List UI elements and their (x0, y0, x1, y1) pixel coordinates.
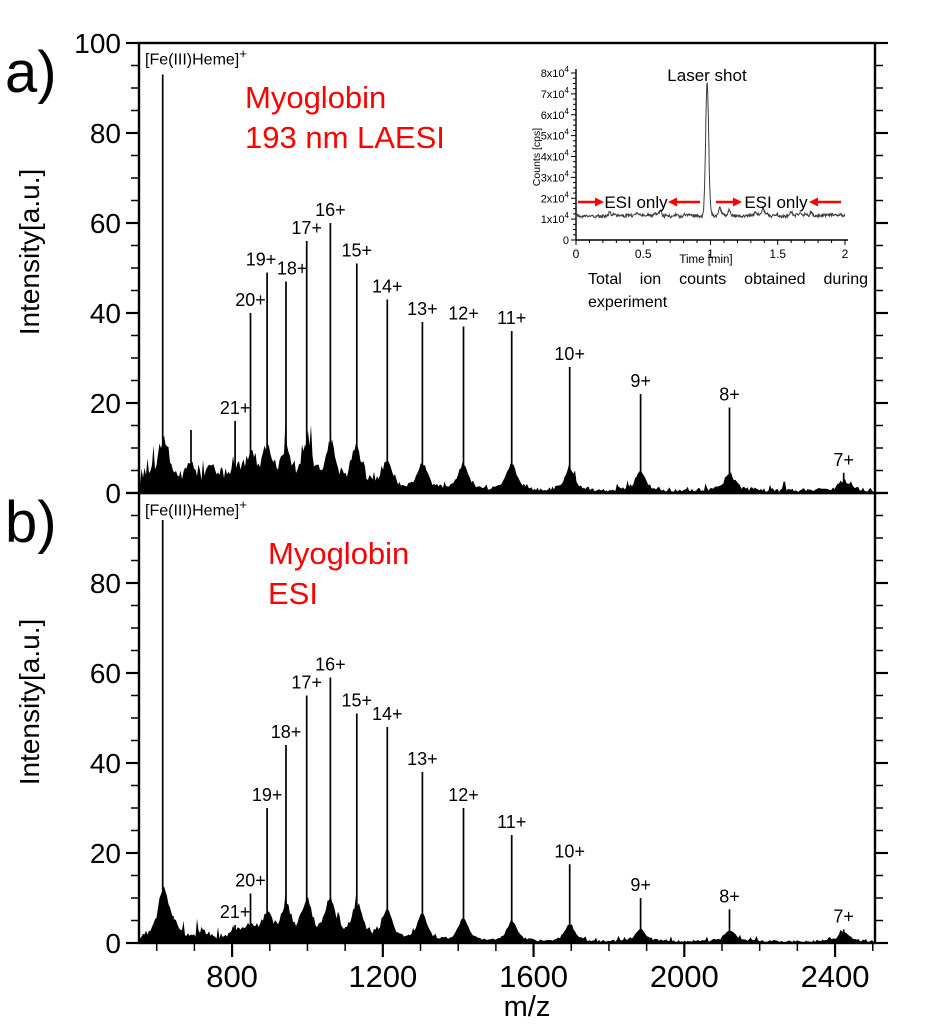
peak-label-11+: 11+ (497, 812, 526, 832)
inset-x-tick-label-2: 2 (842, 247, 849, 261)
peak-label-11+: 11+ (497, 308, 526, 328)
peak-label-21+: 21+ (220, 902, 251, 922)
inset-x-tick-label-0.5: 0.5 (635, 247, 652, 261)
spectrum-spectrum_b: 21+20+19+18+17+16+15+14+13+12+11+10+9+8+… (90, 491, 888, 959)
y-tick-label-0: 0 (105, 928, 121, 959)
peak-label-14+: 14+ (372, 704, 403, 724)
y-tick-label-0: 0 (105, 478, 121, 509)
x-tick-label-2400: 2400 (801, 959, 870, 994)
x-tick-label-2000: 2000 (650, 959, 719, 994)
peak-label-19+: 19+ (252, 785, 283, 805)
y-tick-label-20: 20 (90, 838, 121, 869)
peak-label-16+: 16+ (315, 200, 346, 220)
panel-a-y-axis-label: Intensity[a.u.] (14, 168, 45, 336)
y-tick-label-80: 80 (90, 568, 121, 599)
panel-a-heme-label-sup: + (239, 46, 248, 61)
inset-y-axis-label: Counts [cps] (531, 127, 543, 187)
peak-label-21+: 21+ (220, 398, 251, 418)
y-tick-label-20: 20 (90, 388, 121, 419)
peak-label-9+: 9+ (630, 371, 651, 391)
peak-label-8+: 8+ (719, 886, 740, 906)
inset-caption: Total ion counts obtained during experim… (588, 271, 868, 311)
peak-label-14+: 14+ (372, 277, 403, 297)
x-tick-label-1600: 1600 (499, 959, 568, 994)
inset-y-tick-label: 0 (563, 235, 569, 247)
inset-x-tick-label-1: 1 (707, 247, 714, 261)
panel-a-annotation: Myoglobin 193 nm LAESI (245, 80, 445, 155)
peak-label-20+: 20+ (235, 871, 266, 891)
inset-tic-trace (575, 82, 846, 220)
panel-b-tag: b) (5, 490, 57, 555)
y-tick-label-80: 80 (90, 118, 121, 149)
peak-label-12+: 12+ (448, 785, 479, 805)
y-tick-label-40: 40 (90, 748, 121, 779)
panel-b-heme-label-base: [Fe(III)Heme] (145, 502, 240, 520)
inset-y-tick-label: 6x104 (541, 107, 570, 122)
peak-label-9+: 9+ (630, 875, 651, 895)
inset-title-laser-shot: Laser shot (667, 66, 747, 85)
inset-y-tick-label: 5x104 (541, 128, 570, 143)
esi-only-arrow-head (733, 197, 742, 207)
peak-label-7+: 7+ (833, 450, 854, 470)
panel-a-heme-label: [Fe(III)Heme]+ (145, 46, 248, 69)
peak-label-12+: 12+ (448, 304, 479, 324)
panel-b-annotation: Myoglobin ESI (268, 536, 410, 611)
inset-x-tick-label-1.5: 1.5 (769, 247, 786, 261)
peak-label-15+: 15+ (342, 691, 373, 711)
peak-label-13+: 13+ (407, 299, 438, 319)
esi-only-arrow-head (809, 197, 818, 207)
y-tick-label-60: 60 (90, 208, 121, 239)
x-tick-label-800: 800 (206, 959, 258, 994)
esi-only-arrow-head (595, 197, 604, 207)
inset-x-axis-label: Time [min] (679, 254, 733, 266)
peak-label-18+: 18+ (277, 259, 308, 279)
esi-only-annotation-right: ESI only (744, 193, 808, 212)
peak-label-10+: 10+ (554, 344, 585, 364)
inset-y-tick-label: 4x104 (541, 149, 570, 164)
peak-label-18+: 18+ (271, 722, 302, 742)
inset-y-tick-label: 7x104 (541, 86, 570, 101)
esi-only-arrow-head (668, 197, 677, 207)
peak-label-13+: 13+ (407, 749, 438, 769)
peak-label-10+: 10+ (554, 841, 585, 861)
x-axis: 800 1200 1600 2000 2400 (155, 943, 874, 994)
y-tick-label-40: 40 (90, 298, 121, 329)
spectrum-spectrum_a: 21+20+19+ 18+17+16+15+14+13+ 12+ 11+10+9+8+… (74, 28, 888, 509)
inset-y-tick-label: 3x104 (541, 169, 570, 184)
inset-chromatogram: 0 1x104 2x104 3x104 4x104 5x104 6x104 7x104 8x10… (541, 65, 849, 261)
peak-label-8+: 8+ (719, 385, 740, 405)
inset-y-tick-label: 1x104 (541, 211, 570, 226)
peak-label-17+: 17+ (291, 673, 322, 693)
panel-a-heme-label-base: [Fe(III)Heme] (145, 51, 240, 69)
peak-label-15+: 15+ (342, 241, 373, 261)
panel-a-tag: a) (5, 40, 57, 105)
y-tick-label-60: 60 (90, 658, 121, 689)
panel-b-heme-label: [Fe(III)Heme]+ (145, 497, 248, 520)
x-axis-label: m/z (503, 991, 551, 1023)
inset-y-tick-label: 2x104 (541, 190, 570, 205)
esi-only-annotation-left: ESI only (604, 193, 668, 212)
peak-label-19+: 19+ (246, 250, 277, 270)
inset-x-tick-label-0: 0 (573, 247, 580, 261)
x-tick-label-1200: 1200 (348, 959, 417, 994)
peak-label-17+: 17+ (291, 218, 322, 238)
noise-baseline (139, 421, 874, 493)
panel-b-heme-label-sup: + (239, 497, 248, 512)
peak-label-16+: 16+ (315, 655, 346, 675)
noise-baseline (139, 886, 874, 943)
y-tick-label-100: 100 (74, 28, 121, 59)
inset-y-tick-label: 8x104 (541, 65, 570, 80)
peak-label-20+: 20+ (235, 290, 266, 310)
peak-label-7+: 7+ (833, 907, 854, 927)
panel-b-y-axis-label: Intensity[a.u.] (14, 618, 45, 786)
